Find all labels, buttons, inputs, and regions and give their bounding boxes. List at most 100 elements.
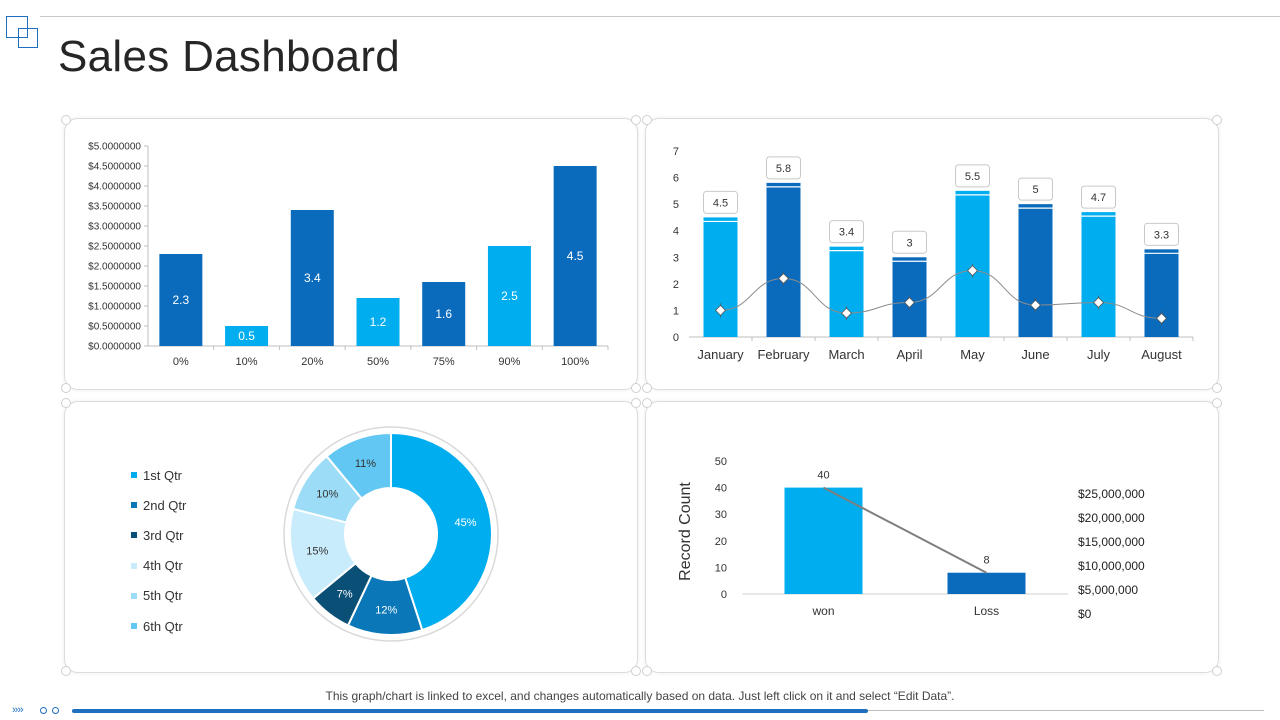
bar-data-label: 1.2 [370, 315, 387, 329]
line-marker [1029, 299, 1042, 311]
y-tick-label: $2.5000000 [88, 242, 141, 253]
x-tick-label: April [896, 347, 922, 362]
secondary-axis-label: $15,000,000 [1078, 535, 1145, 549]
data-label-box [892, 230, 927, 254]
bar-data-label: 0.5 [238, 329, 255, 343]
bar-data-label: 5.8 [776, 163, 791, 175]
data-label-box [766, 156, 801, 180]
donut-slice [325, 431, 392, 500]
panel-corner-dot [1212, 666, 1222, 676]
panel-corner-dot [61, 383, 71, 393]
logo-square-icon [6, 16, 28, 38]
y-tick-label: $1.5000000 [88, 282, 141, 293]
bar-data-label: 3.4 [839, 227, 854, 239]
line-marker [777, 273, 790, 285]
legend-item: 3rd Qtr [131, 520, 186, 550]
line-marker [903, 296, 916, 308]
monthly-bar-line-chart[interactable]: 0 1 2 3 4 5 6 7 4.5 January 5.8 February 3.4 March 3 Ap… [646, 119, 1218, 389]
legend-item: 6th Qtr [131, 611, 186, 641]
x-tick-label: 0% [173, 356, 189, 368]
y-tick-label: 0 [721, 589, 727, 601]
y-tick-label: 50 [715, 456, 727, 468]
line-marker [714, 304, 727, 316]
y-tick-label: 5 [673, 199, 679, 211]
y-tick-label: $3.0000000 [88, 222, 141, 233]
y-axis-title: Record Count [677, 482, 694, 581]
y-tick-label: $1.0000000 [88, 302, 141, 313]
bar-data-label: 1.6 [435, 307, 452, 321]
panel-corner-dot [631, 398, 641, 408]
legend-swatch [131, 592, 137, 599]
secondary-axis-label: $20,000,000 [1078, 511, 1145, 525]
secondary-axis-label: $5,000,000 [1078, 583, 1139, 597]
legend-item: 4th Qtr [131, 551, 186, 581]
y-tick-label: 7 [673, 146, 679, 158]
bar-data-label: 5 [1032, 184, 1038, 196]
secondary-axis-label: $0 [1078, 607, 1092, 621]
donut-legend: 1st Qtr 2nd Qtr 3rd Qtr 4th Qtr 5th Qtr … [131, 460, 186, 641]
panel-corner-dot [61, 115, 71, 125]
data-label-box [1144, 222, 1179, 246]
legend-label: 1st Qtr [143, 467, 183, 483]
slice-value-label: 12% [375, 604, 397, 616]
panel-corner-dot [642, 115, 652, 125]
x-tick-label: May [960, 347, 985, 362]
data-label-box [1018, 177, 1053, 201]
chart-panel-monthly[interactable]: 0 1 2 3 4 5 6 7 4.5 January 5.8 February 3.4 March 3 Ap… [642, 115, 1222, 393]
bar [422, 282, 466, 346]
bar-data-label: 3 [906, 237, 912, 249]
secondary-axis-label: $10,000,000 [1078, 559, 1145, 573]
panel-corner-dot [642, 666, 652, 676]
legend-label: 5th Qtr [143, 588, 183, 604]
bar [487, 246, 531, 346]
y-tick-label: $4.5000000 [88, 162, 141, 173]
bar-data-label: 8 [983, 555, 989, 567]
y-tick-label: 1 [673, 305, 679, 317]
x-tick-label: January [697, 347, 744, 362]
panel-corner-dot [631, 666, 641, 676]
bar-data-label: 40 [817, 470, 829, 482]
chevrons-icon: ›››› [12, 704, 24, 716]
legend-item: 1st Qtr [131, 460, 186, 490]
panel-corner-dot [642, 398, 652, 408]
y-tick-label: 3 [673, 252, 679, 264]
bar [829, 246, 864, 337]
slice-value-label: 7% [337, 589, 353, 601]
slice-value-label: 10% [316, 489, 338, 501]
footer-note: This graph/chart is linked to excel, and… [325, 689, 955, 703]
bar-data-label: 4.5 [713, 197, 728, 209]
pager-dots-icon [40, 707, 59, 714]
bar-data-label: 5.5 [965, 171, 980, 183]
x-tick-label: March [828, 347, 864, 362]
legend-swatch [131, 562, 137, 569]
legend-label: 6th Qtr [143, 618, 183, 634]
x-tick-label: August [1141, 347, 1182, 362]
x-tick-label: 50% [367, 356, 389, 368]
bar [1081, 212, 1116, 337]
quarters-donut-chart[interactable]: 45% 12% 7% 15% 10% 11% [65, 402, 637, 672]
y-tick-label: $0.0000000 [88, 342, 141, 353]
page-title: Sales Dashboard [58, 32, 401, 81]
chart-panel-won-loss[interactable]: 0 10 20 30 40 50 Record Count 40 won 8 Loss $25,00… [642, 398, 1222, 676]
secondary-axis-labels: $25,000,000 $20,000,000 $15,000,000 $10,… [1078, 482, 1145, 626]
legend-item: 2nd Qtr [131, 490, 186, 520]
won-loss-bar-chart[interactable]: 0 10 20 30 40 50 Record Count 40 won 8 Loss [646, 402, 1218, 672]
y-tick-label: 2 [673, 279, 679, 291]
bar-data-label: 4.5 [567, 249, 584, 263]
legend-swatch [131, 472, 137, 479]
slice-value-label: 11% [355, 458, 376, 470]
x-tick-label: Loss [974, 604, 999, 618]
chart-panel-quarters-donut[interactable]: 1st Qtr 2nd Qtr 3rd Qtr 4th Qtr 5th Qtr … [61, 398, 641, 676]
data-label-box [829, 220, 864, 244]
percent-bar-chart[interactable]: $0.0000000 $0.5000000 $1.0000000 $1.5000000… [65, 119, 637, 389]
x-tick-label: 10% [236, 356, 258, 368]
y-tick-label: $2.0000000 [88, 262, 141, 273]
y-tick-label: 10 [715, 562, 727, 574]
legend-label: 4th Qtr [143, 558, 183, 574]
chart-panel-percent-bars[interactable]: $0.0000000 $0.5000000 $1.0000000 $1.5000000… [61, 115, 641, 393]
x-tick-label: won [811, 604, 834, 618]
legend-label: 3rd Qtr [143, 527, 184, 543]
legend-swatch [131, 623, 137, 630]
slice-value-label: 45% [455, 517, 477, 529]
data-label-box [955, 164, 990, 188]
